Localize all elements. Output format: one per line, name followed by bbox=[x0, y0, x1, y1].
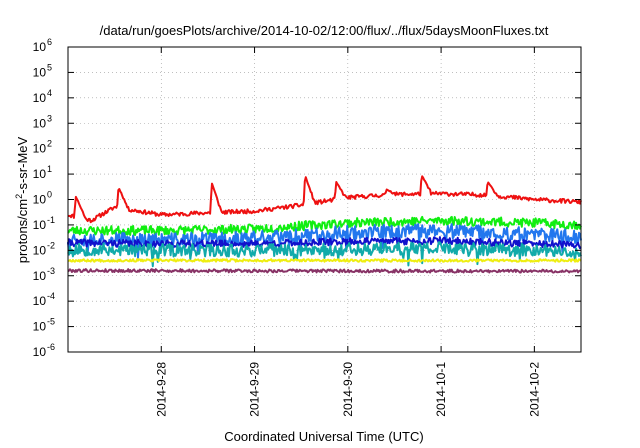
x-tick-label: 2014-10-2 bbox=[527, 362, 541, 417]
y-tick-exponent: -6 bbox=[47, 342, 55, 352]
chart-title: /data/run/goesPlots/archive/2014-10-02/1… bbox=[100, 23, 549, 38]
y-tick-exponent: 5 bbox=[47, 62, 52, 72]
y-tick-exponent: 2 bbox=[47, 139, 52, 149]
y-tick-label: 10 bbox=[33, 243, 47, 257]
flux-series-line bbox=[67, 258, 582, 263]
y-tick-exponent: -4 bbox=[47, 291, 55, 301]
y-tick-exponent: -3 bbox=[47, 266, 55, 276]
y-tick-label: 10 bbox=[33, 193, 47, 207]
y-tick-exponent: -5 bbox=[47, 317, 55, 327]
y-tick-label: 10 bbox=[33, 91, 47, 105]
flux-series-line bbox=[67, 175, 582, 224]
y-tick-label: 10 bbox=[33, 294, 47, 308]
y-tick-exponent: 0 bbox=[47, 190, 52, 200]
flux-series-line bbox=[67, 241, 582, 268]
y-tick-label: 10 bbox=[33, 65, 47, 79]
y-tick-exponent: 1 bbox=[47, 164, 52, 174]
y-tick-label: 10 bbox=[33, 167, 47, 181]
x-tick-label: 2014-9-30 bbox=[341, 362, 355, 417]
y-tick-label: 10 bbox=[33, 320, 47, 334]
series-group bbox=[67, 175, 582, 274]
y-tick-label: 10 bbox=[33, 40, 47, 54]
y-tick-exponent: -1 bbox=[47, 215, 55, 225]
y-tick-label: 10 bbox=[33, 116, 47, 130]
x-tick-label: 2014-10-1 bbox=[434, 362, 448, 417]
y-tick-label: 10 bbox=[33, 218, 47, 232]
y-axis-label: protons/cm2-s-sr-MeV bbox=[14, 136, 30, 263]
y-tick-label: 10 bbox=[33, 142, 47, 156]
y-tick-exponent: -2 bbox=[47, 240, 55, 250]
x-tick-label: 2014-9-29 bbox=[248, 362, 262, 417]
y-tick-label: 10 bbox=[33, 345, 47, 359]
y-tick-exponent: 3 bbox=[47, 113, 52, 123]
y-tick-label: 10 bbox=[33, 269, 47, 283]
flux-series-line bbox=[67, 215, 582, 236]
flux-series-line bbox=[67, 268, 582, 274]
x-axis-label: Coordinated Universal Time (UTC) bbox=[224, 429, 423, 444]
y-tick-exponent: 4 bbox=[47, 88, 52, 98]
y-tick-exponent: 6 bbox=[47, 37, 52, 47]
x-axis-ticks: 2014-9-28 2014-9-29 2014-9-30 2014-10-1 2014… bbox=[154, 47, 541, 417]
x-tick-label: 2014-9-28 bbox=[154, 362, 168, 417]
